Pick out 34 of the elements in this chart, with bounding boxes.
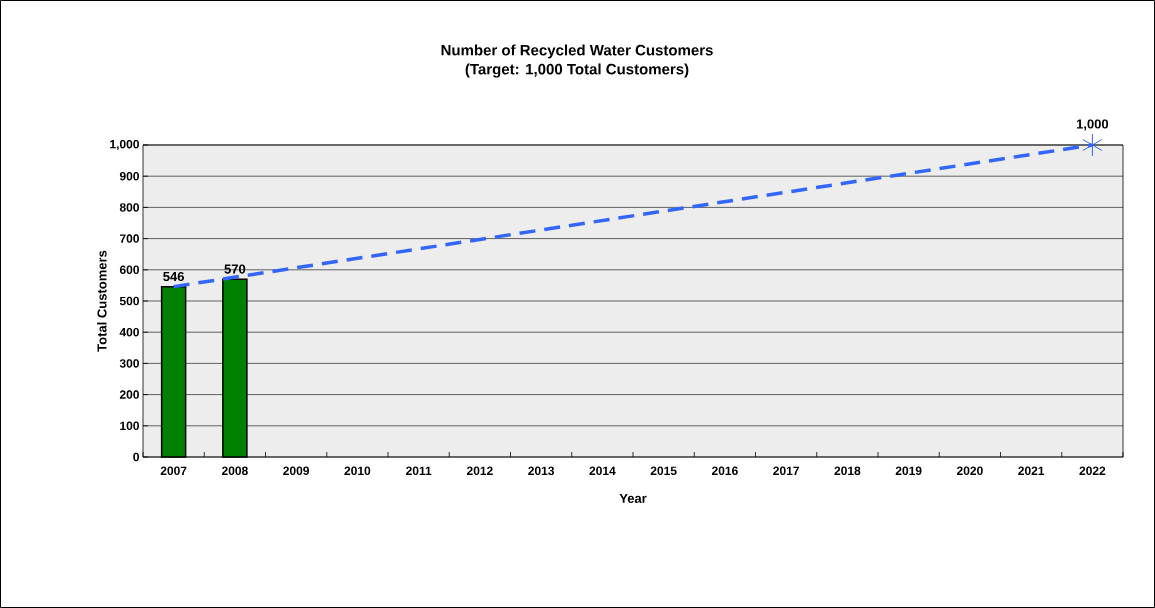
y-tick-label: 700 xyxy=(119,234,139,243)
x-tick-label: 2017 xyxy=(773,466,799,476)
x-tick-label: 2009 xyxy=(283,466,310,476)
y-tick-label: 0 xyxy=(133,452,139,462)
y-axis-title: Total Customers xyxy=(97,250,107,352)
data-label: 546 xyxy=(163,271,184,282)
y-tick-label: 400 xyxy=(119,327,139,337)
x-tick-label: 2022 xyxy=(1079,466,1106,476)
x-tick-label: 2015 xyxy=(650,466,677,476)
x-tick-label: 2014 xyxy=(589,466,616,476)
x-tick-label: 2020 xyxy=(956,466,983,476)
x-axis-title: Year xyxy=(619,493,647,503)
data-label: 570 xyxy=(224,264,246,274)
x-tick-label: 2018 xyxy=(834,466,861,476)
y-tick-label: 200 xyxy=(119,390,139,399)
y-tick-label: 300 xyxy=(119,359,139,368)
x-tick-label: 2019 xyxy=(895,466,922,476)
y-tick-label: 600 xyxy=(119,265,139,275)
chart-subtitle: (Target: 1,000 Total Customers) xyxy=(465,63,689,78)
data-label: 1,000 xyxy=(1076,119,1109,131)
x-tick-label: 2007 xyxy=(160,466,187,476)
x-tick-label: 2012 xyxy=(466,466,493,476)
y-tick-label: 800 xyxy=(119,203,139,212)
y-tick-label: 900 xyxy=(119,171,139,181)
y-tick-label: 100 xyxy=(120,421,139,431)
x-tick-label: 2021 xyxy=(1018,466,1045,476)
y-tick-label: 500 xyxy=(119,296,139,306)
x-tick-label: 2013 xyxy=(528,466,555,476)
chart-title: Number of Recycled Water Customers xyxy=(441,44,713,59)
x-tick-label: 2008 xyxy=(221,466,248,476)
y-tick-label: 1,000 xyxy=(110,139,139,151)
x-tick-label: 2010 xyxy=(344,466,371,476)
x-tick-label: 2011 xyxy=(406,466,432,476)
x-tick-label: 2016 xyxy=(711,466,738,476)
